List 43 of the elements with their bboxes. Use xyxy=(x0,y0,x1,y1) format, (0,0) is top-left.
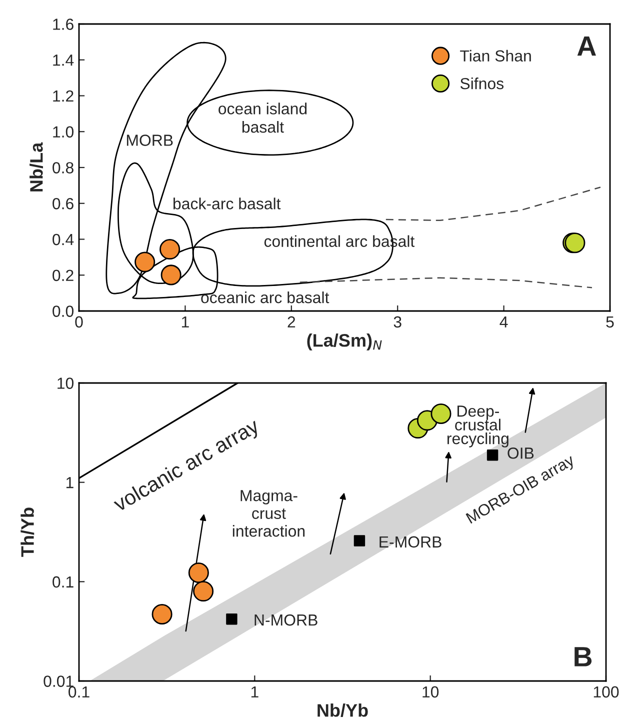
annotation: back-arc basalt xyxy=(174,198,281,210)
y-tick-label: 0.1 xyxy=(52,576,74,588)
y-tick-label: 0.6 xyxy=(52,198,74,210)
x-tick-label: 0.1 xyxy=(68,686,90,698)
y-tick-label: 0.0 xyxy=(52,306,74,317)
y-tick-label: 0.2 xyxy=(52,270,74,282)
point xyxy=(134,252,156,272)
annotation: ocean island basalt xyxy=(218,102,307,133)
point xyxy=(160,239,180,260)
y-tick-label: 0.8 xyxy=(52,162,74,174)
x-tick-label: 100 xyxy=(594,686,619,698)
annotation: oceanic arc basalt xyxy=(201,292,330,304)
x-tick-label: 2 xyxy=(288,316,296,328)
x-tick-label: 0 xyxy=(75,316,83,328)
annotation: Deep- crustal recycling xyxy=(447,406,508,448)
x-tick-label: 5 xyxy=(606,316,614,328)
legend-label: Sifnos xyxy=(460,78,504,90)
annotation: MORB xyxy=(126,134,173,146)
annotation: A xyxy=(577,36,596,56)
annotation: N-MORB xyxy=(254,614,318,626)
y-tick-label: 0.4 xyxy=(52,234,74,246)
x-axis-title: Nb/Yb xyxy=(318,704,368,717)
x-tick-label: 4 xyxy=(500,316,508,328)
legend-label: Tian Shan xyxy=(460,50,531,62)
y-axis-title: Th/Yb xyxy=(20,508,34,557)
annotation: OIB xyxy=(508,447,534,459)
annotation: E-MORB xyxy=(380,536,442,548)
x-tick-label: 1 xyxy=(251,686,258,698)
y-tick-label: 1.0 xyxy=(53,126,74,138)
y-tick-label: 1.2 xyxy=(53,90,74,102)
y-tick-label: 10 xyxy=(58,378,74,389)
annotation: Magma- crust interaction xyxy=(232,490,305,537)
y-tick-label: 1.6 xyxy=(53,18,74,30)
y-axis-title: Nb/La xyxy=(30,142,43,192)
y-tick-label: 1.4 xyxy=(53,54,74,66)
point xyxy=(160,264,182,286)
annotation: B xyxy=(574,647,592,666)
x-axis-title: (La/Sm)$_{N}$ xyxy=(307,334,382,350)
x-tick-label: 10 xyxy=(422,686,439,698)
y-tick-label: 0.01 xyxy=(44,676,74,687)
y-tick-label: 1 xyxy=(66,477,74,488)
x-tick-label: 3 xyxy=(394,316,402,328)
x-tick-label: 1 xyxy=(182,316,189,328)
